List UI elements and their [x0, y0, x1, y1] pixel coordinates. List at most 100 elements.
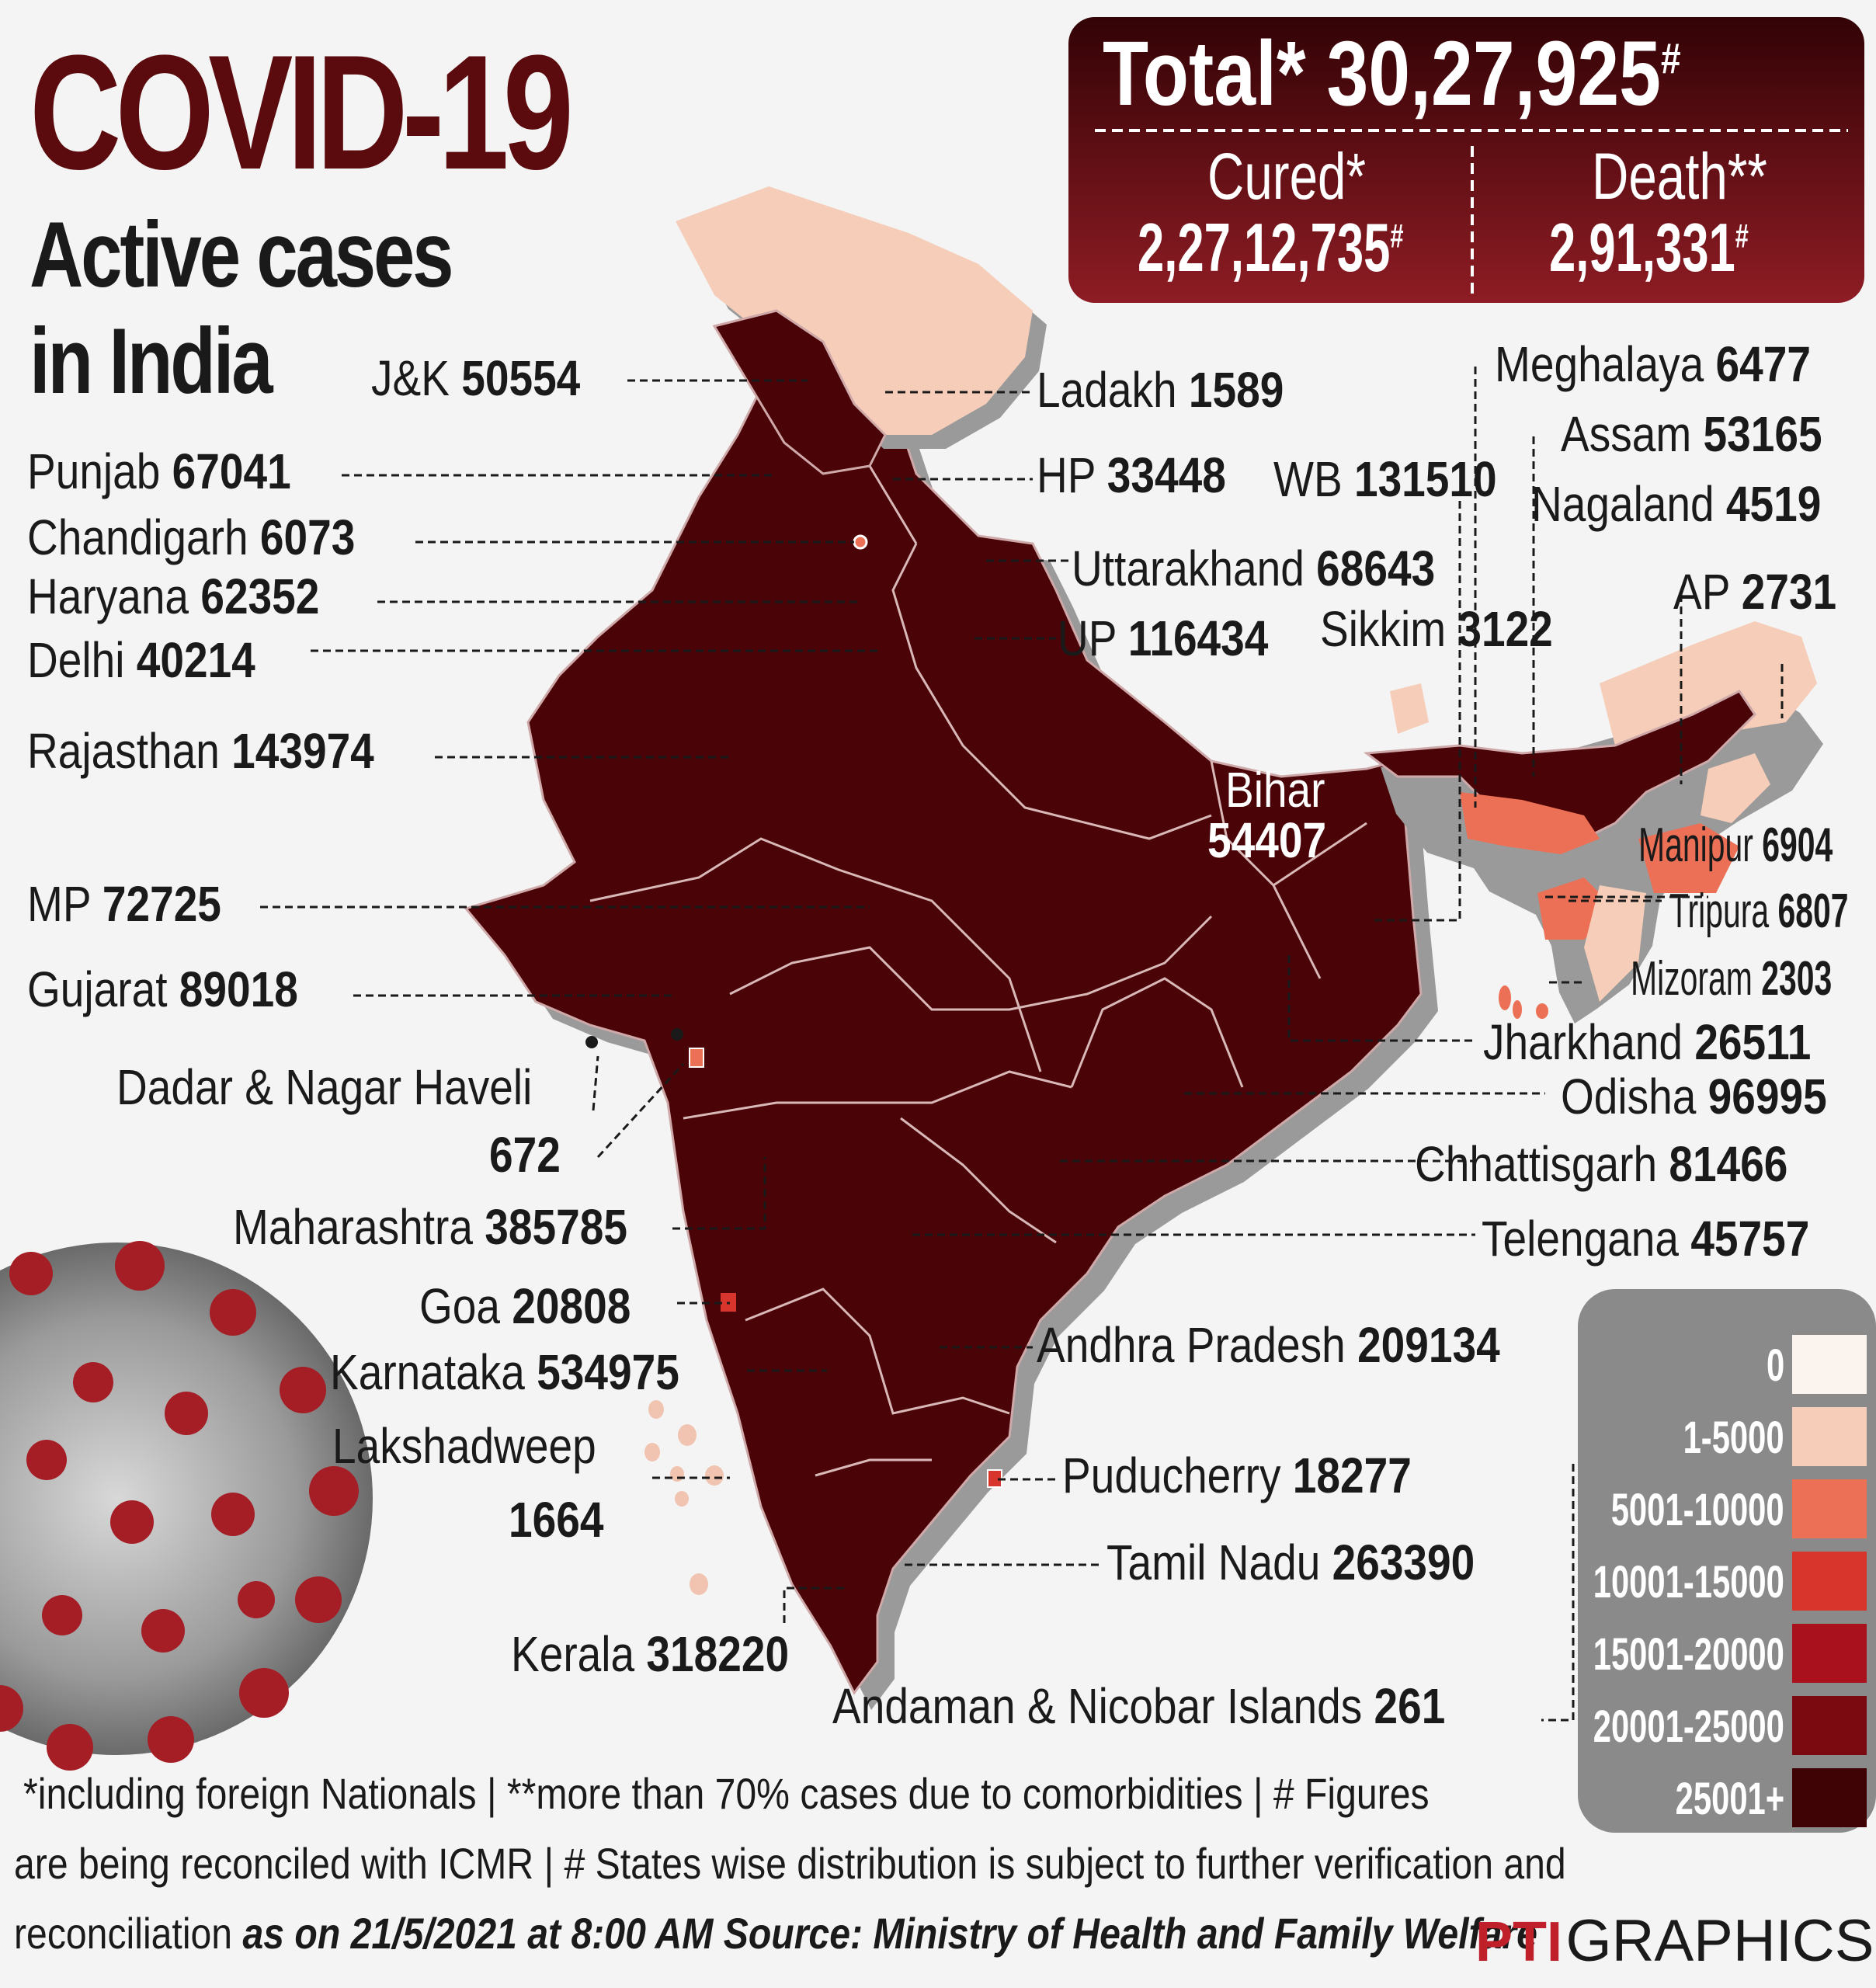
label-meghalaya: Meghalaya 6477 — [1495, 336, 1811, 392]
cured-mark: # — [1390, 217, 1404, 255]
dnh-region — [689, 1048, 704, 1068]
credit-text: GRAPHICS — [1565, 1908, 1874, 1974]
label-dnh-value: 672 — [489, 1127, 561, 1183]
label-lakshadweep-name: Lakshadweep — [332, 1418, 596, 1474]
label-punjab: Punjab 67041 — [27, 443, 291, 499]
label-bihar-name: Bihar — [1225, 762, 1325, 818]
label-bihar-value: 54407 — [1207, 812, 1327, 868]
label-nagaland: Nagaland 4519 — [1531, 476, 1822, 532]
legend-label: 0 — [1766, 1340, 1784, 1391]
label-assam: Assam 53165 — [1561, 406, 1822, 462]
label-wb: WB 131510 — [1273, 451, 1497, 507]
label-andhra: Andhra Pradesh 209134 — [1037, 1317, 1500, 1373]
legend-label: 25001+ — [1675, 1774, 1784, 1824]
footnote-line-1: *including foreign Nationals | **more th… — [23, 1769, 1430, 1818]
total-value: 30,27,925 — [1326, 23, 1661, 125]
andaman-islands — [1499, 985, 1548, 1019]
footnote-date: as on 21/5/2021 at 8:00 AM — [242, 1909, 714, 1958]
label-rajasthan: Rajasthan 143974 — [27, 723, 374, 779]
jk-region — [712, 309, 887, 475]
manipur-region — [1638, 823, 1739, 893]
label-tamilnadu: Tamil Nadu 263390 — [1106, 1534, 1475, 1590]
label-ladakh: Ladakh 1589 — [1037, 362, 1284, 418]
legend-swatch — [1792, 1335, 1867, 1394]
legend-row: 10001-15000 — [1578, 1548, 1876, 1611]
total-mark: # — [1660, 33, 1681, 83]
total-label: Total* — [1103, 23, 1306, 125]
legend-label: 5001-10000 — [1611, 1485, 1784, 1535]
page-title: COVID-19 — [30, 21, 574, 203]
label-hp: HP 33448 — [1037, 447, 1226, 503]
legend-swatch — [1792, 1479, 1867, 1538]
meghalaya-region — [1460, 792, 1600, 854]
label-uttarakhand: Uttarakhand 68643 — [1072, 540, 1436, 596]
footnote-source: Source: Ministry of Health and Family We… — [723, 1909, 1537, 1958]
cured-line: 2,27,12,735# — [1138, 214, 1404, 282]
nagaland-region — [1701, 753, 1770, 823]
legend-label: 15001-20000 — [1593, 1629, 1784, 1680]
legend-swatch — [1792, 1768, 1867, 1827]
label-up: UP 116434 — [1058, 610, 1269, 666]
legend-label: 1-5000 — [1683, 1413, 1784, 1463]
label-mp: MP 72725 — [27, 876, 221, 932]
legend-swatch — [1792, 1624, 1867, 1683]
label-puducherry: Puducherry 18277 — [1062, 1448, 1412, 1503]
label-delhi: Delhi 40214 — [27, 632, 255, 688]
legend-row: 20001-25000 — [1578, 1693, 1876, 1755]
footnote-line-3: reconciliation as on 21/5/2021 at 8:00 A… — [14, 1912, 1537, 1955]
credit: PTI GRAPHICS — [1475, 1912, 1874, 1971]
label-dnh-name: Dadar & Nagar Haveli — [116, 1059, 533, 1115]
death-line: 2,91,331# — [1549, 214, 1749, 282]
label-tripura: Tripura 6807 — [1669, 885, 1849, 938]
mainland-shape — [464, 304, 1431, 1695]
footnote-reconciliation: reconciliation — [14, 1909, 233, 1958]
label-jharkhand: Jharkhand 26511 — [1483, 1014, 1812, 1070]
legend-label: 10001-15000 — [1593, 1557, 1784, 1607]
legend-row: 25001+ — [1578, 1765, 1876, 1827]
subtitle-line-1: Active cases — [30, 203, 454, 307]
label-andaman: Andaman & Nicobar Islands 261 — [832, 1678, 1446, 1734]
label-maharashtra: Maharashtra 385785 — [233, 1199, 627, 1255]
legend-swatch — [1792, 1407, 1867, 1466]
subtitle-line-2: in India — [30, 309, 273, 413]
label-sikkim: Sikkim 3122 — [1320, 601, 1553, 657]
label-lakshadweep-value: 1664 — [509, 1492, 604, 1548]
label-karnataka: Karnataka 534975 — [330, 1344, 679, 1400]
cured-label: Cured* — [1207, 140, 1366, 213]
label-manipur: Manipur 6904 — [1638, 818, 1833, 872]
legend-label: 20001-25000 — [1593, 1701, 1784, 1752]
death-label: Death** — [1592, 140, 1767, 213]
legend-row: 5001-10000 — [1578, 1476, 1876, 1538]
label-haryana: Haryana 62352 — [27, 568, 320, 624]
label-goa: Goa 20808 — [419, 1278, 631, 1334]
label-gujarat: Gujarat 89018 — [27, 961, 298, 1017]
legend-swatch — [1792, 1552, 1867, 1611]
label-chandigarh: Chandigarh 6073 — [27, 509, 356, 565]
legend-row: 15001-20000 — [1578, 1621, 1876, 1683]
label-kerala: Kerala 318220 — [511, 1626, 790, 1682]
cured-value: 2,27,12,735 — [1138, 209, 1391, 286]
label-odisha: Odisha 96995 — [1561, 1069, 1827, 1124]
death-value: 2,91,331 — [1549, 209, 1735, 286]
legend: 0 1-5000 5001-10000 10001-15000 15001-20000 2… — [1578, 1289, 1876, 1833]
death-mark: # — [1735, 217, 1749, 255]
label-mizoram: Mizoram 2303 — [1631, 952, 1833, 1006]
leader-lines — [260, 367, 1784, 1722]
ladakh-region — [676, 186, 1033, 435]
legend-row: 0 — [1578, 1332, 1876, 1394]
totals-box — [1068, 17, 1864, 303]
total-line: Total* 30,27,925# — [1103, 28, 1681, 120]
pti-logo: PTI — [1475, 1911, 1563, 1973]
label-telengana: Telengana 45757 — [1482, 1211, 1810, 1267]
virus-illustration — [0, 1241, 373, 1771]
sikkim-region — [1390, 683, 1429, 734]
label-chhattisgarh: Chhattisgarh 81466 — [1415, 1136, 1788, 1192]
label-ap-arunachal: AP 2731 — [1673, 564, 1837, 620]
legend-swatch — [1792, 1696, 1867, 1755]
mizoram-region — [1584, 885, 1646, 1002]
lakshadweep-islands — [644, 1400, 724, 1595]
legend-row: 1-5000 — [1578, 1404, 1876, 1466]
label-jk: J&K 50554 — [371, 350, 581, 406]
